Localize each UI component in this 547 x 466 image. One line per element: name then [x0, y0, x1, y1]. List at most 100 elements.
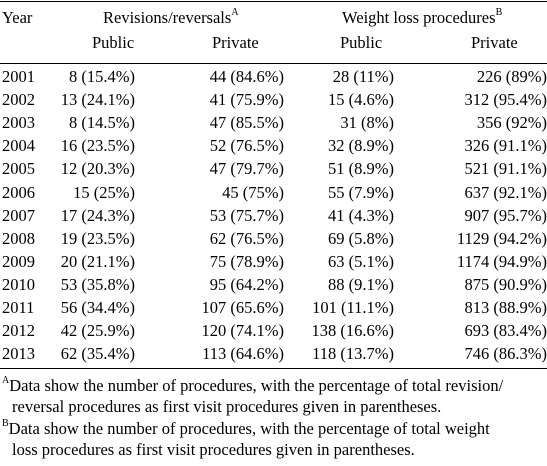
cell-weight-loss-public: 55 (7.9%)	[328, 182, 394, 202]
cell-year: 2011	[2, 298, 35, 317]
header-year: Year	[2, 8, 33, 27]
cell-weight-loss-public: 41 (4.3%)	[328, 205, 394, 225]
cell-weight-loss-public: 88 (9.1%)	[328, 274, 394, 294]
table-bottom-rule	[0, 368, 547, 369]
table-row: 2007 17 (24.3%) 53 (75.7%) 41 (4.3%) 907 (95…	[0, 205, 547, 228]
cell-revisions-private: 120 (74.1%)	[201, 321, 284, 341]
cell-year: 2001	[2, 67, 35, 86]
cell-year: 2013	[2, 344, 35, 364]
cell-revisions-private: 45 (75%)	[222, 182, 284, 202]
cell-weight-loss-public: 15 (4.6%)	[328, 90, 394, 110]
cell-weight-loss-private: 875 (90.9%)	[464, 274, 547, 294]
cell-year: 2003	[2, 113, 35, 133]
cell-revisions-public: 8 (14.5%)	[69, 113, 135, 133]
table-row: 2002 13 (24.1%) 41 (75.9%) 15 (4.6%) 312 (95…	[0, 89, 547, 112]
table-header-rule	[0, 63, 547, 64]
cell-weight-loss-private: 813 (88.9%)	[464, 298, 547, 317]
cell-revisions-private: 47 (79.7%)	[209, 159, 284, 179]
footnote-b-text-1: Data show the number of procedures, with…	[8, 419, 490, 438]
header-group-revisions-label: Revisions/reversals	[103, 8, 232, 27]
cell-weight-loss-private: 693 (83.4%)	[464, 321, 547, 341]
cell-revisions-public: 42 (25.9%)	[60, 321, 135, 341]
cell-revisions-private: 41 (75.9%)	[209, 90, 284, 110]
footnote-a: AData show the number of procedures, wit…	[2, 375, 545, 417]
table-row: 2001 8 (15.4%) 44 (84.6%) 28 (11%) 226 (89%)	[0, 66, 547, 89]
cell-revisions-public: 17 (24.3%)	[60, 205, 135, 225]
cell-weight-loss-private: 907 (95.7%)	[464, 205, 547, 225]
table-row: 2004 16 (23.5%) 52 (76.5%) 32 (8.9%) 326 (91…	[0, 135, 547, 158]
cell-revisions-private: 75 (78.9%)	[209, 251, 284, 271]
cell-revisions-public: 19 (23.5%)	[60, 228, 135, 248]
footnote-b: BData show the number of procedures, wit…	[2, 418, 545, 460]
cell-year: 2007	[2, 205, 35, 225]
footnote-b-line-1: BData show the number of procedures, wit…	[2, 418, 545, 439]
subheader-revisions-private: Private	[212, 33, 259, 52]
cell-revisions-private: 52 (76.5%)	[209, 136, 284, 156]
subheader-weight-loss-public: Public	[340, 33, 383, 52]
cell-revisions-private: 47 (85.5%)	[209, 113, 284, 133]
cell-revisions-public: 15 (25%)	[73, 182, 135, 202]
cell-revisions-private: 53 (75.7%)	[209, 205, 284, 225]
cell-weight-loss-public: 32 (8.9%)	[328, 136, 394, 156]
cell-revisions-public: 62 (35.4%)	[60, 344, 135, 364]
cell-year: 2005	[2, 159, 35, 179]
cell-weight-loss-private: 326 (91.1%)	[464, 136, 547, 156]
cell-weight-loss-private: 1129 (94.2%)	[456, 228, 547, 248]
footnote-marker-a: A	[231, 6, 239, 18]
cell-year: 2009	[2, 251, 35, 271]
cell-revisions-private: 95 (64.2%)	[209, 274, 284, 294]
footnote-a-line-1: AData show the number of procedures, wit…	[2, 375, 545, 396]
cell-weight-loss-private: 312 (95.4%)	[464, 90, 547, 110]
cell-revisions-public: 13 (24.1%)	[60, 90, 135, 110]
cell-weight-loss-private: 226 (89%)	[476, 67, 547, 86]
cell-revisions-public: 20 (21.1%)	[60, 251, 135, 271]
cell-weight-loss-public: 51 (8.9%)	[328, 159, 394, 179]
table-row: 2006 15 (25%) 45 (75%) 55 (7.9%) 637 (92.1%)	[0, 182, 547, 205]
footnote-b-marker: B	[2, 417, 9, 429]
cell-revisions-private: 113 (64.6%)	[202, 344, 284, 364]
cell-weight-loss-public: 118 (13.7%)	[312, 344, 394, 364]
table-top-rule	[0, 1, 547, 2]
cell-weight-loss-public: 69 (5.8%)	[328, 228, 394, 248]
table-row: 2012 42 (25.9%) 120 (74.1%) 138 (16.6%) 693 …	[0, 320, 547, 343]
cell-weight-loss-public: 28 (11%)	[332, 67, 394, 86]
cell-weight-loss-public: 63 (5.1%)	[328, 251, 394, 271]
footnote-a-line-2: reversal procedures as first visit proce…	[12, 397, 442, 416]
table-row: 2013 62 (35.4%) 113 (64.6%) 118 (13.7%) 746 …	[0, 343, 547, 366]
cell-year: 2012	[2, 321, 35, 341]
cell-year: 2006	[2, 182, 35, 202]
cell-weight-loss-private: 637 (92.1%)	[464, 182, 547, 202]
footnote-a-marker: A	[2, 374, 10, 386]
table-row: 2003 8 (14.5%) 47 (85.5%) 31 (8%) 356 (92%)	[0, 112, 547, 135]
cell-weight-loss-public: 31 (8%)	[340, 113, 394, 133]
footnote-marker-b: B	[495, 6, 503, 18]
cell-weight-loss-private: 1174 (94.9%)	[456, 251, 547, 271]
cell-year: 2004	[2, 136, 35, 156]
cell-revisions-private: 107 (65.6%)	[201, 298, 284, 317]
footnote-b-line-2: loss procedures as first visit procedure…	[12, 440, 415, 459]
cell-revisions-public: 12 (20.3%)	[60, 159, 135, 179]
subheader-weight-loss-private: Private	[471, 33, 518, 52]
table-row: 2010 53 (35.8%) 95 (64.2%) 88 (9.1%) 875 (90…	[0, 274, 547, 297]
cell-revisions-public: 56 (34.4%)	[60, 298, 135, 317]
cell-revisions-private: 62 (76.5%)	[209, 228, 284, 248]
table-row: 2009 20 (21.1%) 75 (78.9%) 63 (5.1%) 1174 (9…	[0, 251, 547, 274]
cell-weight-loss-public: 101 (11.1%)	[312, 298, 394, 317]
header-group-revisions: Revisions/reversalsA	[103, 6, 239, 27]
footnote-a-text-1: Data show the number of procedures, with…	[9, 376, 504, 395]
cell-year: 2010	[2, 274, 35, 294]
cell-revisions-public: 8 (15.4%)	[69, 67, 135, 86]
header-group-weight-loss: Weight loss proceduresB	[342, 6, 503, 27]
cell-year: 2008	[2, 228, 35, 248]
cell-weight-loss-private: 356 (92%)	[476, 113, 547, 133]
cell-revisions-private: 44 (84.6%)	[209, 67, 284, 86]
cell-year: 2002	[2, 90, 35, 110]
subheader-revisions-public: Public	[92, 33, 135, 52]
cell-revisions-public: 53 (35.8%)	[60, 274, 135, 294]
table-row: 2011 56 (34.4%) 107 (65.6%) 101 (11.1%) 813 …	[0, 297, 547, 320]
header-group-weight-loss-label: Weight loss procedures	[342, 8, 496, 27]
table-row: 2005 12 (20.3%) 47 (79.7%) 51 (8.9%) 521 (91…	[0, 158, 547, 181]
table-row: 2008 19 (23.5%) 62 (76.5%) 69 (5.8%) 1129 (9…	[0, 228, 547, 251]
cell-weight-loss-private: 521 (91.1%)	[464, 159, 547, 179]
